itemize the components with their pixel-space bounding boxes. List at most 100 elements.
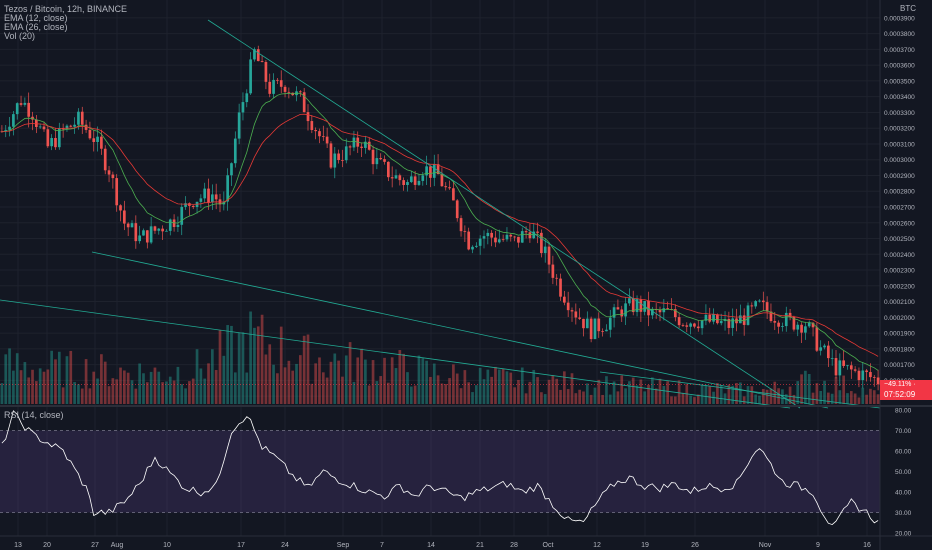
candle-body	[478, 238, 482, 246]
volume-bar	[4, 354, 8, 404]
candle-body	[727, 318, 731, 328]
candle-body	[593, 318, 597, 340]
volume-bar	[475, 385, 478, 404]
volume-bar	[509, 372, 513, 404]
volume-bar	[12, 370, 15, 404]
volume-bar	[256, 326, 260, 404]
candle-body	[589, 318, 593, 340]
trendline[interactable]	[0, 299, 791, 409]
volume-bar	[555, 378, 559, 404]
trendline[interactable]	[599, 371, 881, 409]
candle-body	[360, 146, 363, 148]
legend-ema12[interactable]: EMA (12, close)	[4, 13, 68, 23]
volume-bar	[528, 381, 532, 404]
volume-bar	[310, 383, 314, 404]
candle-body	[520, 231, 524, 243]
candle-body	[742, 315, 746, 325]
volume-bar	[677, 380, 681, 404]
legend-volume[interactable]: Vol (20)	[4, 31, 36, 41]
candle-body	[777, 322, 780, 327]
candle-body	[708, 314, 712, 322]
price-tick-label: 0.0002300	[884, 268, 915, 275]
trendline[interactable]	[207, 19, 801, 409]
volume-bar	[543, 394, 547, 404]
candle-body	[647, 300, 650, 316]
candle-body	[191, 205, 195, 208]
trendlines[interactable]	[0, 19, 881, 409]
candle-body	[69, 125, 73, 127]
candle-body	[387, 161, 390, 178]
volume-bar	[123, 370, 126, 404]
candle-body	[761, 300, 765, 303]
candle-body	[490, 232, 493, 238]
candle-body	[115, 178, 119, 206]
volume-bar	[639, 379, 643, 404]
volume-bar	[383, 357, 386, 404]
volume-bar	[214, 370, 218, 404]
volume-bar	[804, 370, 807, 404]
price-tick-label: 0.0003500	[884, 78, 915, 85]
candle-body	[260, 61, 264, 62]
symbol-title[interactable]: Tezos / Bitcoin, 12h, BINANCE	[4, 4, 128, 14]
volume-bar	[777, 388, 780, 404]
candle-body	[230, 163, 233, 176]
candle-body	[486, 232, 490, 237]
candle-body	[88, 129, 92, 139]
candle-body	[823, 345, 826, 348]
candle-body	[505, 234, 509, 240]
volume-bar	[413, 385, 417, 404]
candle-body	[371, 149, 375, 165]
time-tick-label: 13	[14, 542, 22, 549]
price-tick-label: 0.0003100	[884, 141, 915, 148]
volume-bar	[478, 367, 482, 404]
legend-ema26[interactable]: EMA (26, close)	[4, 22, 68, 32]
trendline[interactable]	[91, 251, 829, 409]
candle-body	[142, 230, 145, 236]
volume-bar	[35, 381, 38, 404]
volume-bar	[761, 388, 765, 404]
volume-bar	[130, 380, 134, 404]
candle-body	[792, 317, 796, 330]
volume-bar	[593, 387, 597, 404]
candle-body	[207, 188, 210, 203]
volume-bar	[673, 396, 677, 404]
volume-bar	[834, 377, 838, 404]
candle-body	[865, 370, 868, 373]
volume-bar	[582, 391, 585, 404]
candle-body	[781, 326, 784, 327]
candle-body	[689, 323, 692, 327]
candle-body	[348, 146, 352, 148]
candle-body	[253, 49, 256, 60]
candle-body	[168, 219, 172, 231]
volume-bar	[432, 363, 436, 404]
candle-body	[827, 345, 830, 359]
candle-body	[337, 153, 340, 161]
time-tick-label: 28	[510, 542, 518, 549]
volume-bar	[628, 381, 631, 404]
price-axis[interactable]: 0.0003900 0.0003800 0.0003700 0.0003600 0.00…	[884, 15, 915, 400]
volume-bar	[42, 371, 46, 404]
volume-bar	[188, 381, 191, 404]
volume-bar	[524, 393, 528, 404]
candle-body	[444, 186, 448, 188]
volume-bar	[440, 383, 444, 404]
time-tick-label: 20	[43, 542, 51, 549]
price-tick-label: 0.0002500	[884, 236, 915, 243]
volume-bar	[375, 381, 379, 404]
time-axis[interactable]: 13 20 27 Aug 10 17 24 Sep 7 14 21 28 Oct 12 19 26 Nov 9 16	[14, 542, 871, 549]
legend-rsi[interactable]: RSI (14, close)	[4, 410, 64, 420]
rsi-axis[interactable]: 80.00 70.00 60.00 50.00 40.00 30.00 20.00	[895, 408, 912, 538]
volume-bar	[333, 353, 337, 404]
candle-body	[543, 246, 547, 254]
volume-bar	[306, 334, 310, 404]
volume-bar	[731, 385, 735, 404]
volume-bar	[168, 376, 172, 404]
volume-bar	[693, 397, 696, 404]
volume-bar	[348, 342, 352, 404]
price-tick-label: 0.0003200	[884, 126, 915, 133]
volume-bar	[176, 366, 180, 404]
volume-bar	[505, 371, 509, 404]
volume-bar	[815, 383, 819, 404]
candle-body	[214, 194, 218, 200]
